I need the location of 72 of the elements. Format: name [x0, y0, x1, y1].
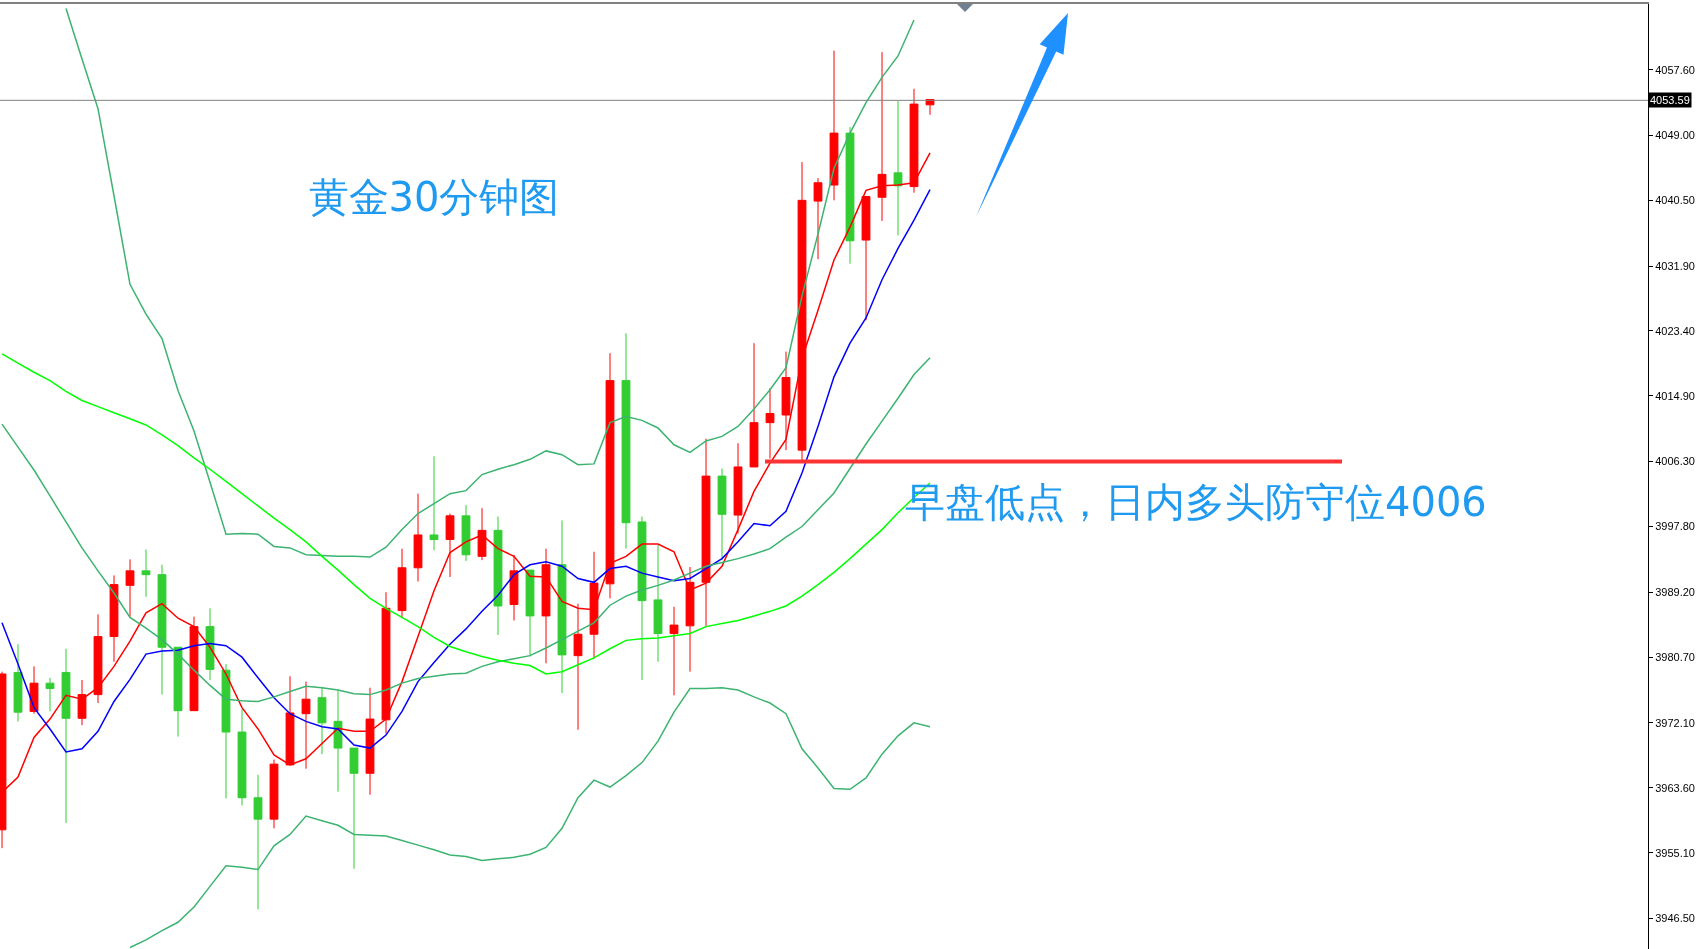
candlestick — [285, 675, 295, 766]
candlestick — [461, 504, 471, 562]
candlestick — [333, 689, 343, 793]
candlestick — [413, 493, 423, 583]
candlestick — [525, 569, 535, 657]
line-series — [129, 686, 931, 949]
candlestick — [605, 352, 615, 599]
candlestick — [93, 613, 103, 704]
candlestick — [45, 677, 55, 712]
candlestick — [765, 387, 775, 460]
ref-line-label: 4053.59 — [1650, 94, 1690, 106]
candlestick — [509, 554, 519, 621]
candlestick — [813, 177, 823, 260]
candlestick — [493, 516, 503, 636]
candlestick — [77, 679, 87, 726]
candlestick — [685, 566, 695, 673]
candlestick — [221, 663, 231, 799]
y-tick-label: 4023.40 — [1655, 324, 1695, 337]
candlestick — [717, 467, 727, 561]
y-tick-label: 3997.80 — [1655, 520, 1695, 533]
candlestick — [749, 342, 759, 468]
candlestick — [477, 507, 487, 561]
candlestick — [205, 607, 215, 681]
y-tick-label: 4049.00 — [1655, 129, 1695, 142]
y-tick-label: 3989.20 — [1655, 586, 1695, 599]
candlestick — [445, 513, 455, 578]
y-tick-label: 4031.90 — [1655, 259, 1695, 272]
candlestick — [541, 548, 551, 664]
candlestick — [845, 126, 855, 265]
candlestick — [349, 747, 359, 870]
y-tick-label: 3955.10 — [1655, 846, 1695, 859]
y-tick-label: 3980.70 — [1655, 651, 1695, 664]
candlestick — [125, 558, 135, 618]
candlestick — [397, 548, 407, 619]
candlestick — [733, 442, 743, 534]
candlestick — [429, 455, 439, 551]
candlestick — [109, 574, 119, 663]
candlestick — [829, 50, 839, 201]
y-tick-label: 4006.30 — [1655, 455, 1695, 468]
ref-line-label: 早盘低点，日内多头防守位4006 — [905, 479, 1487, 525]
candlestick — [637, 516, 647, 681]
candlestick — [653, 544, 663, 663]
candlestick — [621, 332, 631, 550]
candlestick — [13, 643, 23, 722]
text: 黄金30分钟图 — [308, 174, 560, 220]
y-tick-label: 3946.50 — [1655, 912, 1695, 925]
y-tick-label: 4057.60 — [1655, 63, 1695, 76]
candlestick — [173, 646, 183, 738]
y-tick-label: 4040.50 — [1655, 194, 1695, 207]
candlestick — [701, 438, 711, 627]
y-tick-label: 3963.60 — [1655, 781, 1695, 794]
y-tick-label: 4014.90 — [1655, 389, 1695, 402]
candlestick — [557, 519, 567, 694]
candlestick — [781, 351, 791, 451]
candlestick — [253, 774, 263, 910]
candlestick — [269, 759, 279, 829]
candlestick — [29, 665, 39, 715]
candlestick — [573, 603, 583, 731]
candlestick — [317, 687, 327, 755]
candlestick — [301, 681, 311, 770]
candlestick — [861, 196, 871, 321]
candlestick — [589, 551, 599, 660]
candlestick — [141, 548, 151, 598]
y-tick-label: 3972.10 — [1655, 716, 1695, 729]
candlestick — [893, 100, 903, 236]
candlestick — [381, 591, 391, 735]
candlestick — [669, 606, 679, 696]
candlestick — [797, 161, 807, 461]
candlestick — [237, 708, 247, 806]
candlestick — [157, 564, 167, 696]
candlestick — [189, 616, 199, 712]
candlestick — [61, 648, 71, 824]
